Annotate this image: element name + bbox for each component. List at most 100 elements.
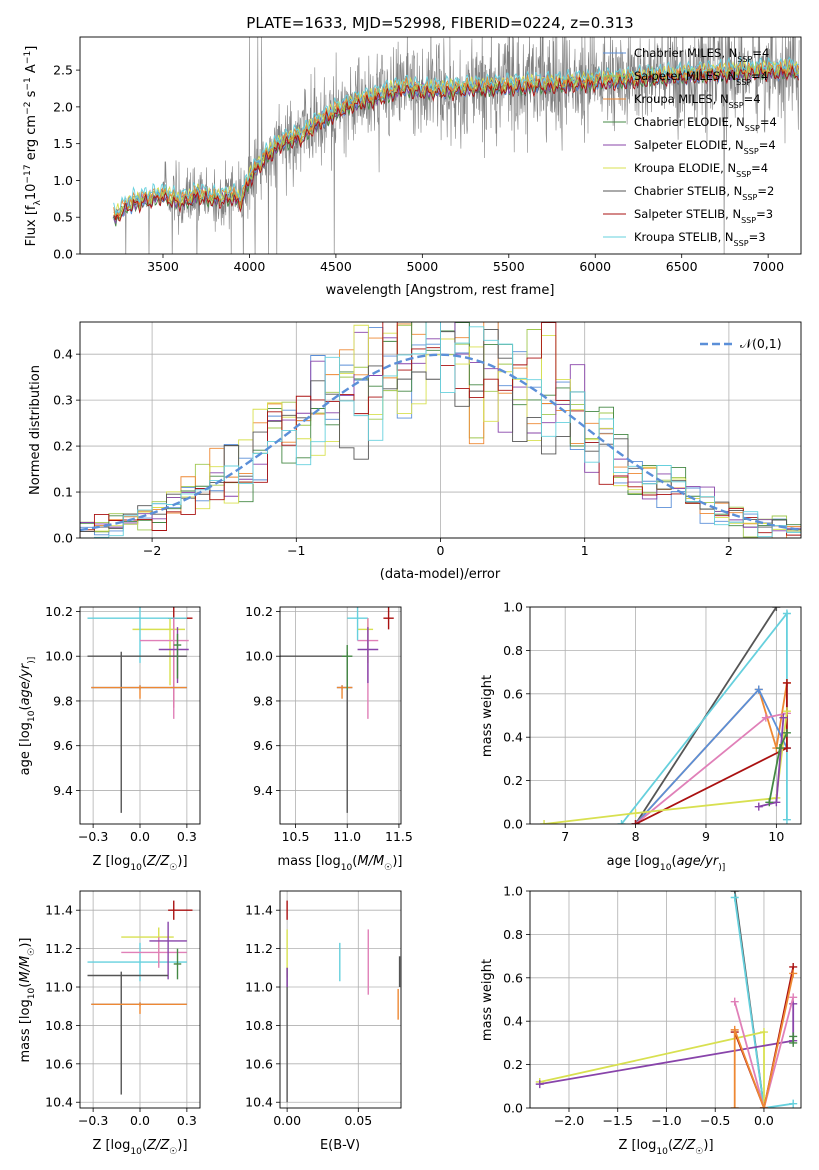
x-tick-label: −1 (287, 543, 305, 558)
x-tick-label: 0.0 (130, 1113, 150, 1128)
y-tick-label: 0.6 (503, 686, 523, 701)
y-tick-label: 10.0 (245, 649, 273, 664)
x-tick-label: 7 (561, 829, 569, 844)
mass-vs-metallicity-panel: −0.3 0.0 0.3 10.4 10.6 10.8 11.0 11.2 11.4 Z [log… (18, 890, 201, 1157)
x-tick-label: 0.3 (177, 829, 197, 844)
axes-frame (529, 890, 802, 1109)
spectrum-title: PLATE=1633, MJD=52998, FIBERID=0224, z=0… (246, 14, 633, 32)
spectrum-lines (112, 37, 800, 254)
histogram-xlabel: (data-model)/error (380, 567, 501, 582)
weight-marker (782, 744, 791, 753)
y-tick-label: 10.2 (45, 604, 73, 619)
weight-marker (730, 997, 739, 1006)
y-tick-label: 0.0 (53, 247, 73, 262)
weight-marker (789, 969, 798, 978)
weight-marker (730, 893, 739, 902)
y-tick-label: 1.0 (503, 884, 523, 899)
x-axis-label: age [log10(age/yr)] (607, 854, 726, 873)
y-tick-label: 0.2 (53, 439, 73, 454)
y-tick-label: 10.8 (45, 1018, 73, 1033)
x-tick-label: 0.0 (130, 829, 150, 844)
y-tick-label: 0.0 (53, 531, 73, 546)
y-tick-label: 0.2 (503, 773, 523, 788)
axes-frame (79, 36, 802, 255)
axes-frame (79, 606, 201, 825)
model-line-8 (113, 56, 799, 215)
y-tick-label: 2.0 (53, 99, 73, 114)
weight-marker (789, 1099, 798, 1108)
weight-marker (772, 798, 781, 807)
errorbars (87, 607, 193, 813)
weight-marker (789, 993, 798, 1002)
errorbars (87, 900, 193, 1095)
weight-marker (617, 820, 626, 824)
y-tick-label: 0.2 (503, 1057, 523, 1072)
y-tick-label: 10.4 (245, 1095, 273, 1110)
y-tick-label: 11.2 (245, 941, 273, 956)
weight-marker (754, 802, 763, 811)
y-tick-label: 9.8 (253, 693, 273, 708)
x-tick-label: 5000 (406, 259, 438, 274)
weight-marker (761, 713, 770, 722)
x-tick-label: 0 (437, 543, 445, 558)
y-tick-label: 10.2 (245, 604, 273, 619)
y-tick-label: 11.4 (245, 903, 273, 918)
x-tick-label: 4000 (234, 259, 266, 274)
axes-frame (79, 321, 802, 539)
x-tick-label: 4500 (320, 259, 352, 274)
histogram-lines (80, 322, 801, 538)
weight-line-1 (733, 897, 794, 1108)
x-axis-label: Z [log10(Z/Z☉)] (618, 1138, 713, 1157)
y-tick-label: 11.2 (45, 941, 73, 956)
weight-marker (782, 815, 791, 824)
x-tick-label: 0.00 (273, 1113, 301, 1128)
y-tick-label: 0.4 (503, 1014, 523, 1029)
legend-label: Chabrier MILES, NSSP=4 (634, 46, 769, 64)
legend-label: Kroupa STELIB, NSSP=3 (634, 230, 766, 248)
weight-marker (779, 713, 788, 722)
weight-marker (782, 609, 791, 618)
weight-marker (631, 809, 640, 818)
x-tick-label: 0.0 (754, 1113, 774, 1128)
histogram-ylabel: Normed distribution (28, 365, 43, 495)
legend-label: Chabrier ELODIE, NSSP=4 (634, 115, 777, 133)
histogram-step-1 (80, 322, 801, 538)
y-tick-label: 0.4 (503, 730, 523, 745)
y-tick-label: 10.4 (45, 1095, 73, 1110)
y-axis-label: mass weight (480, 675, 495, 757)
y-axis-label: age [log10(age/yr)] (18, 657, 37, 776)
mass-vs-ebv-panel: 0.00 0.05 10.4 10.6 10.8 11.0 11.2 11.4 E(B-V) (245, 890, 402, 1153)
weight-marker (730, 1104, 739, 1108)
x-tick-label: 7000 (752, 259, 784, 274)
observed-spectrum-line (112, 37, 800, 254)
y-axis-label: mass [log10(M/M☉)] (18, 938, 37, 1063)
y-tick-label: 0.8 (503, 927, 523, 942)
spectrum-xlabel: wavelength [Angstrom, rest frame] (326, 283, 555, 298)
y-tick-label: 0.0 (503, 817, 523, 832)
weight-marker (789, 1032, 798, 1041)
residual-histogram-panel: −2 −1 0 1 2 0.0 0.1 0.2 0.3 0.4 𝒩(0,1) (data-model… (28, 321, 802, 582)
weight-marker (535, 1080, 544, 1089)
weight-line-2 (634, 682, 788, 824)
weight-line-6 (543, 711, 788, 824)
weight-marker (730, 1025, 739, 1034)
x-tick-label: −2.0 (554, 1113, 584, 1128)
y-tick-label: 0.1 (53, 485, 73, 500)
x-tick-label: 6500 (666, 259, 698, 274)
x-tick-label: 2 (725, 543, 733, 558)
x-tick-label: 5500 (493, 259, 525, 274)
y-tick-label: 11.0 (245, 980, 273, 995)
x-tick-label: −0.5 (700, 1113, 730, 1128)
weight-lines (540, 607, 791, 824)
y-tick-label: 1.5 (53, 136, 73, 151)
weight-line-2 (539, 1030, 765, 1108)
spectrum-plot-area: 3500 4000 4500 5000 5500 6000 6500 7000 0.0 0.5 1.… (53, 36, 802, 274)
legend-label: Kroupa ELODIE, NSSP=4 (634, 161, 768, 179)
legend-label: Salpeter STELIB, NSSP=3 (634, 207, 773, 225)
y-tick-label: 1.0 (503, 600, 523, 615)
y-tick-label: 10.0 (45, 649, 73, 664)
y-tick-label: 9.6 (53, 738, 73, 753)
x-tick-label: 8 (632, 829, 640, 844)
weight-line-5 (635, 683, 788, 824)
legend-label: 𝒩(0,1) (740, 336, 782, 351)
